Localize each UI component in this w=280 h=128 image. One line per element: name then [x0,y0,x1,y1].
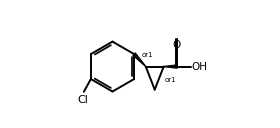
Text: or1: or1 [142,52,153,58]
Text: O: O [172,40,180,50]
Text: Cl: Cl [78,95,89,105]
Polygon shape [133,53,146,67]
Text: or1: or1 [165,77,176,83]
Text: OH: OH [192,62,208,72]
Polygon shape [164,65,177,68]
